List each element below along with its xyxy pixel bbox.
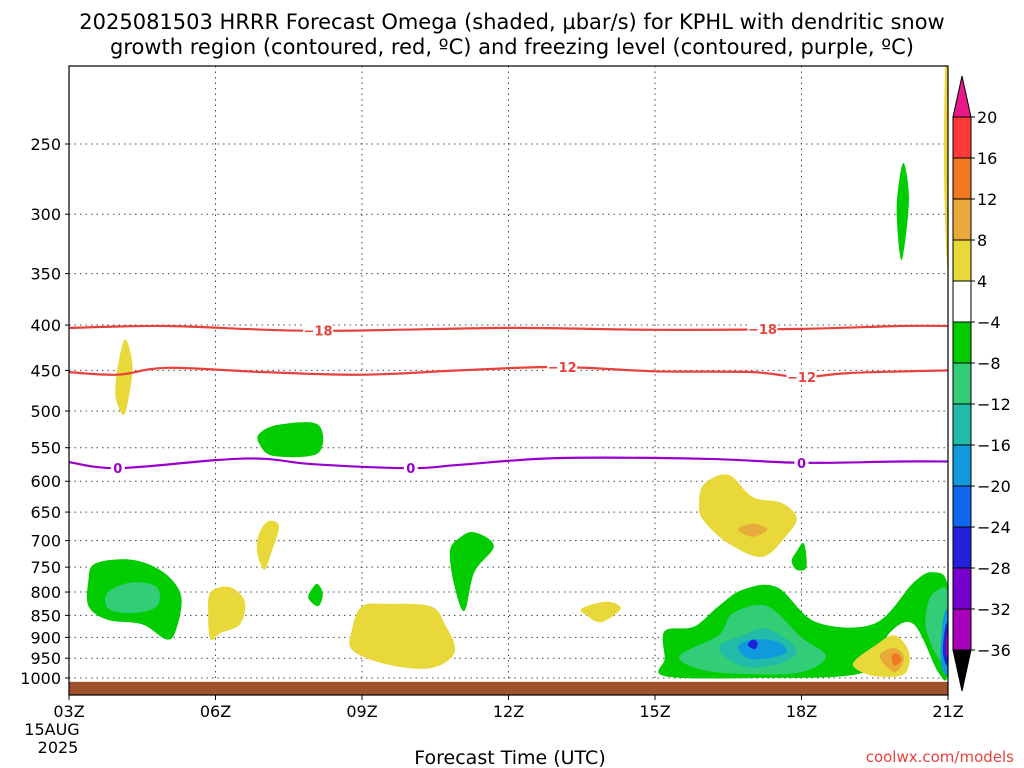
y-tick-label: 750 [30, 558, 61, 577]
colorbar-band [952, 526, 972, 569]
x-axis: 03Z 06Z 09Z 12Z 15Z 18Z 21Z [53, 695, 964, 721]
contour-label-bg [547, 359, 578, 375]
colorbar-label: −28 [977, 559, 1011, 578]
omega-region [879, 647, 905, 673]
colorbar-label: 4 [977, 272, 987, 291]
contour-label: −18 [748, 323, 777, 338]
chart-subtitle: growth region (contoured, red, ºC) and f… [110, 35, 914, 59]
colorbar-label: −24 [977, 518, 1011, 537]
contour-line [69, 324, 948, 332]
contour-label-bg [303, 322, 334, 338]
colorbar-band [952, 198, 972, 241]
ground-layer [69, 681, 948, 695]
y-tick-label: 800 [30, 583, 61, 602]
x-tick-label: 03Z [53, 702, 84, 721]
omega-region [738, 523, 768, 537]
y-tick-label: 650 [30, 503, 61, 522]
y-tick-label: 500 [30, 402, 61, 421]
contour-label: −18 [304, 325, 333, 340]
contour-label: −12 [787, 371, 816, 386]
omega-region [208, 586, 246, 641]
x-axis-label: Forecast Time (UTC) [414, 747, 605, 768]
contour-label: −12 [548, 361, 577, 376]
colorbar-band [952, 157, 972, 200]
contour-label-bg [110, 460, 125, 476]
colorbar-label: −32 [977, 600, 1011, 619]
ground-bar [69, 681, 948, 695]
contour-label-bg [786, 369, 817, 385]
contour-label-bg [403, 460, 418, 476]
omega-region [791, 542, 807, 571]
x-tick-label: 21Z [932, 702, 963, 721]
colorbar-label: 20 [977, 108, 997, 127]
y-tick-label: 550 [30, 439, 61, 458]
colorbar-label: −12 [977, 395, 1011, 414]
omega-region [891, 653, 902, 666]
contour-label: 0 [406, 462, 415, 477]
colorbar-label: −4 [977, 313, 1001, 332]
omega-region [449, 531, 494, 612]
colorbar-band [952, 444, 972, 487]
contour-label: 0 [797, 457, 806, 472]
omega-region [945, 631, 948, 657]
omega-region [256, 520, 280, 570]
colorbar-label: 16 [977, 149, 997, 168]
y-tick-label: 400 [30, 316, 61, 335]
colorbar-label: −8 [977, 354, 1001, 373]
y-tick-label: 850 [30, 606, 61, 625]
y-tick-label: 350 [30, 265, 61, 284]
colorbar-label: −16 [977, 436, 1011, 455]
colorbar-top-arrow [952, 75, 972, 118]
omega-region [257, 422, 324, 458]
y-tick-label: 250 [30, 135, 61, 154]
omega-region [105, 582, 160, 614]
omega-region [115, 339, 133, 416]
colorbar-band [952, 321, 972, 364]
y-tick-label: 450 [30, 361, 61, 380]
colorbar-band [952, 116, 972, 159]
colorbar-label: −20 [977, 477, 1011, 496]
x-tick-label: 18Z [786, 702, 817, 721]
colorbar-band [952, 280, 972, 323]
x-tick-label: 06Z [200, 702, 231, 721]
y-tick-label: 700 [30, 532, 61, 551]
colorbar-label: 8 [977, 231, 987, 250]
y-tick-label: 600 [30, 472, 61, 491]
x-tick-label: 15Z [639, 702, 670, 721]
omega-region [580, 601, 621, 623]
colorbar-bottom-arrow [952, 649, 972, 692]
omega-region [308, 583, 323, 607]
omega-region [943, 66, 948, 268]
contour-label-bg [747, 321, 778, 337]
colorbar-band [952, 239, 972, 282]
y-tick-label: 950 [30, 649, 61, 668]
y-tick-label: 300 [30, 205, 61, 224]
colorbar-band [952, 608, 972, 651]
colorbar-band [952, 485, 972, 528]
colorbar: 20 16 12 8 4 −4 −8 −12 −16 −20 −24 −28 −32 −36 [952, 75, 1011, 692]
contour-label: 0 [113, 462, 122, 477]
omega-region [747, 639, 758, 650]
y-tick-label: 1000 [20, 669, 61, 688]
y-axis: 250 300 350 400 450 500 550 600 650 700 750 800 850 9… [20, 135, 69, 688]
x-date-day: 15AUG [24, 720, 79, 739]
omega-region [699, 474, 797, 557]
temperature-contours: −18 −18 −12 −12 0 0 0 [69, 321, 948, 477]
contour-label-bg [794, 454, 809, 470]
omega-region [896, 162, 909, 261]
x-tick-label: 09Z [346, 702, 377, 721]
colorbar-band [952, 567, 972, 610]
colorbar-label: −36 [977, 641, 1011, 660]
credit-text: coolwx.com/models [866, 748, 1014, 766]
x-date-year: 2025 [38, 738, 79, 757]
x-tick-label: 12Z [493, 702, 524, 721]
chart-title: 2025081503 HRRR Forecast Omega (shaded, … [79, 10, 944, 34]
colorbar-band [952, 403, 972, 446]
omega-shading [86, 66, 948, 681]
omega-region [349, 603, 456, 669]
y-tick-label: 900 [30, 628, 61, 647]
colorbar-label: 12 [977, 190, 997, 209]
colorbar-band [952, 362, 972, 405]
